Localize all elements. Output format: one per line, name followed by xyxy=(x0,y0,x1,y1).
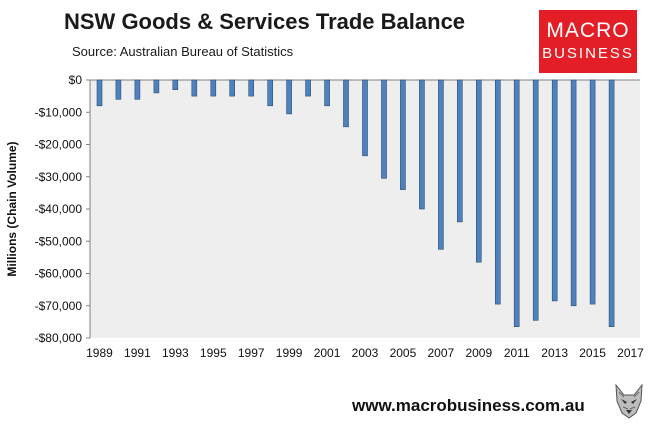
bar-1991 xyxy=(134,79,141,100)
bar-2007 xyxy=(438,79,444,250)
bar-2014 xyxy=(570,79,577,307)
bar-2013 xyxy=(551,79,558,302)
bar-2011 xyxy=(513,79,520,327)
y-tick-label: -$60,000 xyxy=(35,267,83,281)
bar-1990 xyxy=(115,79,122,100)
bar-2005 xyxy=(400,79,406,190)
x-tick-label: 2001 xyxy=(314,346,341,360)
bar-2004 xyxy=(381,79,387,179)
x-tick-label: 1995 xyxy=(200,346,227,360)
bar-2015 xyxy=(589,79,596,305)
bar-1998 xyxy=(267,79,274,107)
trade-balance-chart: $0 -$10,000 -$20,000 -$30,000 -$40,000 -$50,0… xyxy=(5,73,644,360)
wolf-logo-icon xyxy=(615,383,643,419)
x-tick-label: 2007 xyxy=(428,346,455,360)
y-tick-label: -$50,000 xyxy=(35,234,83,248)
bar-1996 xyxy=(229,79,235,97)
bar-2006 xyxy=(419,79,425,210)
bar-2001 xyxy=(324,79,330,107)
y-tick-label: -$10,000 xyxy=(35,105,83,119)
x-tick-label: 2015 xyxy=(579,346,606,360)
bar-2009 xyxy=(475,79,482,263)
bar-1992 xyxy=(153,79,160,94)
y-tick-label: -$30,000 xyxy=(35,170,83,184)
y-tick-label: -$40,000 xyxy=(35,202,83,216)
bar-1994 xyxy=(191,79,198,97)
website-url: www.macrobusiness.com.au xyxy=(352,396,585,415)
bar-1995 xyxy=(210,79,217,97)
bar-1997 xyxy=(248,79,254,97)
x-tick-label: 2013 xyxy=(541,346,568,360)
x-tick-label: 2003 xyxy=(352,346,379,360)
x-tick-label: 1997 xyxy=(238,346,265,360)
bar-1999 xyxy=(286,79,292,115)
y-tick-label: -$20,000 xyxy=(35,138,83,152)
logo-line-1: MACRO xyxy=(546,19,630,42)
bar-2002 xyxy=(343,79,349,128)
x-tick-label: 1991 xyxy=(124,346,151,360)
chart-title: NSW Goods & Services Trade Balance xyxy=(64,9,466,34)
y-tick-label: $0 xyxy=(69,73,83,87)
x-tick-label: 1989 xyxy=(86,346,113,360)
bars-group xyxy=(96,79,615,327)
y-axis-label: Millions (Chain Volume) xyxy=(5,141,19,276)
x-tick-label: 2009 xyxy=(465,346,492,360)
bar-2008 xyxy=(456,79,463,223)
y-tick-label: -$70,000 xyxy=(35,299,83,313)
bar-2010 xyxy=(494,79,501,305)
macrobusiness-logo: MACRO BUSINESS xyxy=(539,10,637,73)
x-tick-label: 2017 xyxy=(617,346,644,360)
logo-line-2: BUSINESS xyxy=(542,45,634,62)
bar-1989 xyxy=(96,79,103,107)
bar-1993 xyxy=(172,79,179,90)
x-tick-label: 2011 xyxy=(504,346,530,360)
y-tick-label: -$80,000 xyxy=(35,331,83,345)
bar-2016 xyxy=(608,79,615,327)
bar-2003 xyxy=(362,79,368,157)
y-ticks-group: $0 -$10,000 -$20,000 -$30,000 -$40,000 -$50,0… xyxy=(35,73,90,345)
x-tick-label: 1999 xyxy=(276,346,303,360)
bar-2000 xyxy=(305,79,311,97)
x-ticks-group: 1989 1991 1993 1995 1997 1999 2001 2003 2005 2007… xyxy=(86,346,644,360)
bar-2012 xyxy=(532,79,539,321)
x-tick-label: 1993 xyxy=(162,346,189,360)
chart-source: Source: Australian Bureau of Statistics xyxy=(72,44,294,59)
x-tick-label: 2005 xyxy=(390,346,417,360)
